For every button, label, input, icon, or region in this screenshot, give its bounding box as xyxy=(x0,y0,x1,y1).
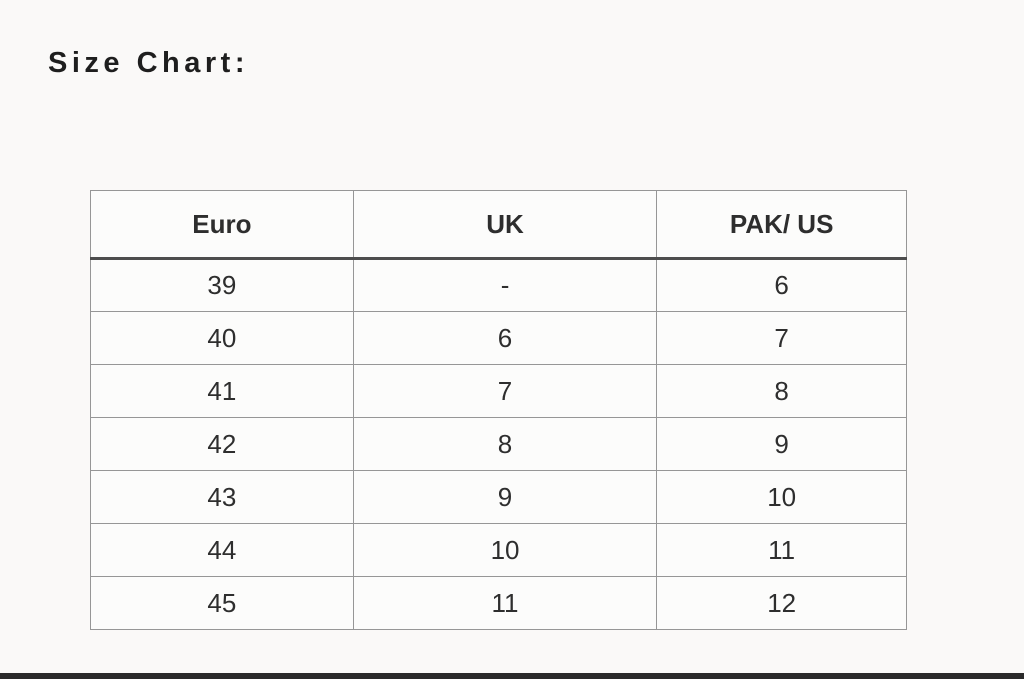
table-cell: 8 xyxy=(352,417,658,471)
table-cell: 7 xyxy=(656,311,907,365)
table-cell: 9 xyxy=(656,417,907,471)
table-cell: 11 xyxy=(656,523,907,577)
table-cell: 10 xyxy=(352,523,658,577)
table-cell: 42 xyxy=(90,417,354,471)
table-cell: 44 xyxy=(90,523,354,577)
table-cell: 41 xyxy=(90,364,354,418)
table-cell: 10 xyxy=(656,470,907,524)
column-header-euro: Euro xyxy=(90,190,354,260)
table-row: 42 8 9 xyxy=(90,417,907,471)
table-cell: 43 xyxy=(90,470,354,524)
header-row: Euro UK PAK/ US xyxy=(90,190,907,260)
table-cell: 45 xyxy=(90,576,354,630)
table-row: 43 9 10 xyxy=(90,470,907,524)
table-row: 39 - 6 xyxy=(90,258,907,312)
table-cell: 40 xyxy=(90,311,354,365)
table-cell: 39 xyxy=(90,258,354,312)
bottom-divider-bar xyxy=(0,673,1024,679)
table-cell: 11 xyxy=(352,576,658,630)
table-cell: 12 xyxy=(656,576,907,630)
table-row: 44 10 11 xyxy=(90,523,907,577)
table-cell: - xyxy=(352,258,658,312)
column-header-pak-us: PAK/ US xyxy=(656,190,907,260)
table-row: 41 7 8 xyxy=(90,364,907,418)
page-title: Size Chart: xyxy=(48,47,249,79)
table-row: 45 11 12 xyxy=(90,576,907,630)
size-chart-table: Euro UK PAK/ US 39 - 6 40 6 7 41 7 8 4 xyxy=(90,190,907,630)
column-header-uk: UK xyxy=(352,190,658,260)
table-cell: 9 xyxy=(352,470,658,524)
table-cell: 6 xyxy=(352,311,658,365)
table-row: 40 6 7 xyxy=(90,311,907,365)
table-cell: 8 xyxy=(656,364,907,418)
table-cell: 6 xyxy=(656,258,907,312)
size-chart-table-container: Euro UK PAK/ US 39 - 6 40 6 7 41 7 8 4 xyxy=(90,190,907,630)
table-cell: 7 xyxy=(352,364,658,418)
